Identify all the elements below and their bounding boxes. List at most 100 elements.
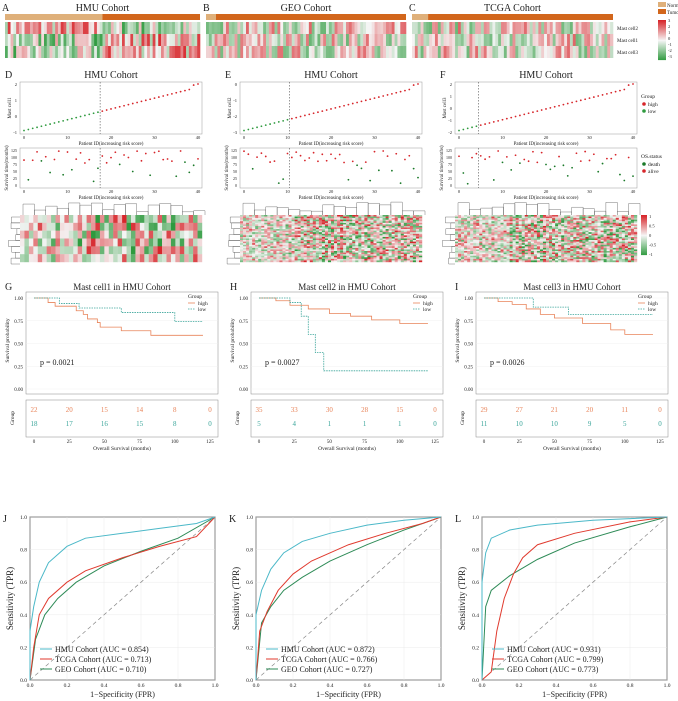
heatmap-cell bbox=[346, 236, 350, 239]
heatmap-cell bbox=[591, 247, 595, 250]
heatmap-cell bbox=[558, 221, 562, 224]
heatmap-cell bbox=[352, 221, 356, 224]
heatmap-cell bbox=[494, 255, 498, 258]
heatmap-cell bbox=[370, 218, 374, 220]
heatmap-cell bbox=[382, 219, 386, 222]
heatmap-cell bbox=[546, 257, 550, 260]
heatmap-cell bbox=[485, 252, 489, 255]
heatmap-cell bbox=[243, 243, 247, 245]
heatmap-cell bbox=[240, 236, 244, 239]
heatmap-cell bbox=[364, 224, 368, 227]
heatmap-cell bbox=[494, 216, 498, 219]
heatmap-cell bbox=[455, 244, 459, 247]
heatmap-cell bbox=[291, 216, 295, 219]
heatmap-cell bbox=[512, 238, 516, 241]
heatmap-cell bbox=[485, 233, 489, 236]
heatmap-cell bbox=[467, 222, 471, 225]
heatmap-cell bbox=[627, 240, 632, 242]
heatmap-cell bbox=[175, 215, 181, 224]
heatmap-cell bbox=[355, 236, 359, 239]
heatmap-cell bbox=[521, 246, 525, 249]
heatmap-cell bbox=[627, 219, 632, 222]
heatmap-cell bbox=[609, 225, 613, 228]
heatmap-cell bbox=[279, 232, 283, 234]
row-label: Mast cell1 bbox=[617, 39, 638, 44]
heatmap-cell bbox=[606, 230, 610, 233]
heatmap-cell bbox=[391, 247, 395, 250]
heatmap-cell bbox=[355, 235, 359, 238]
heatmap-cell bbox=[306, 260, 310, 263]
heatmap-cell bbox=[558, 227, 562, 230]
heatmap-cell bbox=[86, 246, 92, 255]
heatmap-cell bbox=[273, 215, 277, 217]
heatmap-cell bbox=[255, 230, 259, 233]
heatmap-cell bbox=[331, 243, 335, 245]
heatmap-cell bbox=[260, 34, 264, 46]
heatmap-cell bbox=[446, 22, 450, 34]
heatmap-cell bbox=[264, 258, 268, 261]
survival-point bbox=[299, 154, 302, 157]
heatmap-cell bbox=[264, 257, 268, 260]
colorbar-cell bbox=[641, 231, 647, 233]
survival-point bbox=[545, 163, 547, 166]
heatmap-cell bbox=[527, 244, 532, 247]
heatmap-cell bbox=[606, 244, 610, 247]
heatmap-cell bbox=[561, 258, 565, 261]
heatmap-cell bbox=[374, 34, 378, 46]
heatmap-cell bbox=[403, 222, 408, 225]
heatmap-cell bbox=[361, 232, 365, 234]
heatmap-cell bbox=[503, 222, 507, 225]
heatmap-cell bbox=[246, 244, 250, 247]
heatmap-cell bbox=[400, 215, 404, 217]
heatmap-cell bbox=[406, 229, 411, 231]
heatmap-cell bbox=[458, 246, 462, 249]
heatmap-cell bbox=[603, 218, 607, 220]
heatmap-cell bbox=[467, 235, 471, 238]
heatmap-cell bbox=[476, 260, 480, 263]
heatmap-cell bbox=[590, 34, 594, 46]
heatmap-cell bbox=[351, 22, 355, 34]
heatmap-cell bbox=[573, 255, 577, 258]
heatmap-cell bbox=[539, 240, 544, 242]
heatmap-cell bbox=[604, 46, 608, 58]
risk-point bbox=[251, 127, 254, 130]
heatmap-cell bbox=[303, 216, 307, 219]
survival-point bbox=[404, 158, 406, 161]
heatmap-cell bbox=[105, 34, 109, 46]
heatmap-cell bbox=[590, 22, 594, 34]
heatmap-cell bbox=[470, 225, 474, 228]
heatmap-cell bbox=[555, 230, 559, 233]
panel-title: Mast cell1 in HMU Cohort bbox=[73, 282, 171, 292]
heatmap-cell bbox=[479, 235, 483, 238]
heatmap-cell bbox=[273, 252, 277, 255]
heatmap-cell bbox=[318, 251, 323, 253]
heatmap-cell bbox=[524, 252, 528, 255]
heatmap-cell bbox=[361, 218, 365, 220]
heatmap-cell bbox=[546, 236, 550, 239]
heatmap-cell bbox=[476, 252, 480, 255]
heatmap-cell bbox=[530, 230, 535, 233]
heatmap-cell bbox=[621, 246, 626, 249]
heatmap-cell bbox=[343, 221, 347, 224]
heatmap-cell bbox=[497, 227, 501, 230]
heatmap-cell bbox=[139, 238, 145, 247]
heatmap-cell bbox=[561, 260, 565, 263]
heatmap-cell bbox=[518, 46, 522, 58]
heatmap-cell bbox=[500, 257, 504, 260]
heatmap-cell bbox=[91, 215, 96, 224]
colorbar-cell bbox=[641, 242, 647, 244]
heatmap-cell bbox=[597, 219, 601, 222]
heatmap-cell bbox=[397, 247, 401, 250]
heatmap-cell bbox=[297, 219, 301, 222]
y-tick: -1 bbox=[233, 98, 237, 103]
heatmap-cell bbox=[252, 238, 256, 241]
heatmap-cell bbox=[300, 227, 304, 230]
colorbar-cell bbox=[641, 243, 647, 245]
heatmap-cell bbox=[188, 230, 194, 239]
heatmap-cell bbox=[512, 46, 516, 58]
heatmap-cell bbox=[606, 236, 610, 239]
heatmap-cell bbox=[591, 252, 595, 255]
heatmap-cell bbox=[361, 255, 365, 258]
heatmap-cell bbox=[546, 238, 550, 241]
heatmap-cell bbox=[530, 254, 535, 256]
